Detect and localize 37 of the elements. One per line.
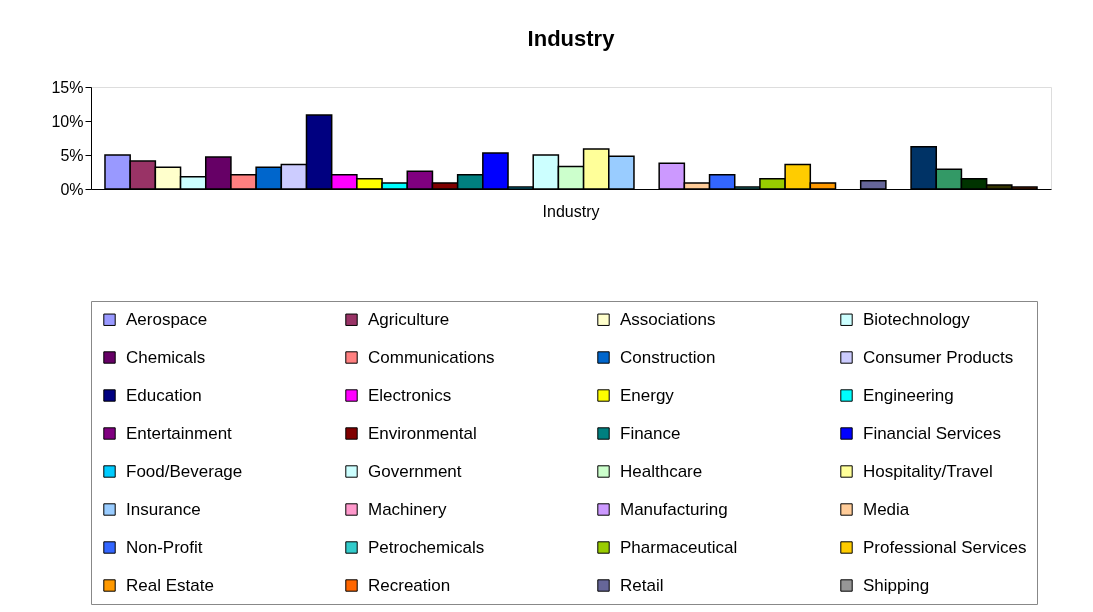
- legend-label: Aerospace: [126, 309, 208, 329]
- legend-label: Machinery: [368, 499, 447, 519]
- y-tick-label: 15%: [51, 78, 84, 96]
- legend-label: Communications: [368, 347, 495, 367]
- y-tick-label: 10%: [51, 112, 84, 130]
- y-tick-label: 5%: [60, 146, 84, 164]
- legend-label: Energy: [620, 385, 675, 405]
- legend-label: Healthcare: [620, 461, 703, 481]
- legend-label: Engineering: [863, 385, 954, 405]
- legend-label: Electronics: [368, 385, 452, 405]
- legend-label: Government: [368, 461, 462, 481]
- legend-label: Chemicals: [126, 347, 206, 367]
- legend-label: Associations: [620, 309, 716, 329]
- legend-label: Entertainment: [126, 423, 233, 443]
- legend-label: Insurance: [126, 499, 201, 519]
- legend-label: Agriculture: [368, 309, 450, 329]
- legend-label: Education: [126, 385, 202, 405]
- legend-label: Retail: [620, 575, 664, 595]
- legend-label: Biotechnology: [863, 309, 971, 329]
- chart-title: Industry: [527, 26, 616, 51]
- legend-label: Media: [863, 499, 910, 519]
- legend-label: Hospitality/Travel: [863, 461, 993, 481]
- legend-label: Consumer Products: [863, 347, 1014, 367]
- legend-label: Food/Beverage: [126, 461, 243, 481]
- legend-label: Construction: [620, 347, 716, 367]
- legend-label: Professional Services: [863, 537, 1027, 557]
- legend-label: Recreation: [368, 575, 451, 595]
- legend-label: Environmental: [368, 423, 477, 443]
- legend-label: Shipping: [863, 575, 930, 595]
- legend-label: Finance: [620, 423, 681, 443]
- legend-label: Real Estate: [126, 575, 214, 595]
- legend-label: Petrochemicals: [368, 537, 485, 557]
- legend-label: Manufacturing: [620, 499, 728, 519]
- y-tick-label: 0%: [60, 180, 84, 198]
- legend-label: Non-Profit: [126, 537, 203, 557]
- legend-label: Financial Services: [863, 423, 1001, 443]
- legend-label: Pharmaceutical: [620, 537, 738, 557]
